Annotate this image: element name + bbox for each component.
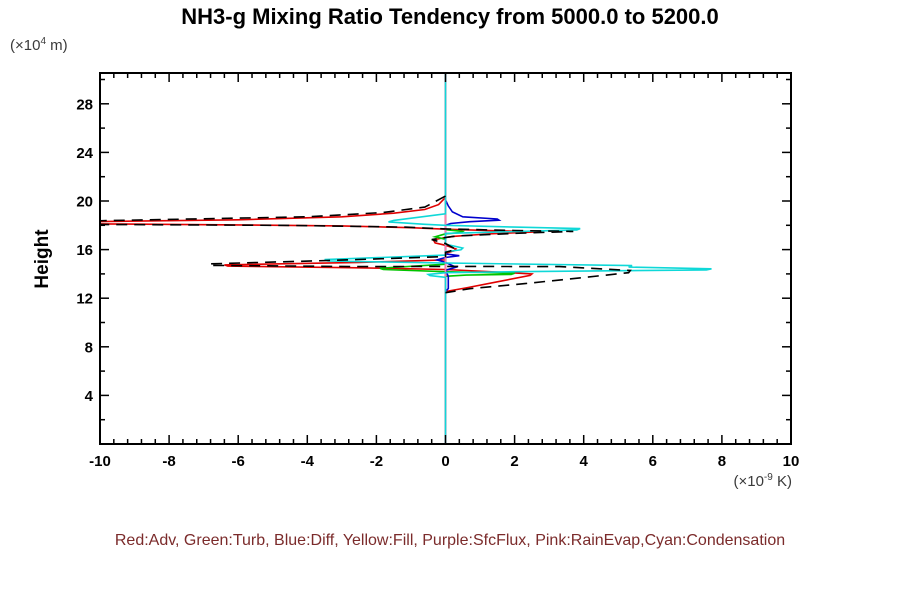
series-lines <box>100 73 712 444</box>
y-tick-labels: 4 8 12 16 20 24 28 <box>76 96 93 405</box>
x-axis-unit-label: (×10-9 K) <box>733 472 792 490</box>
y-axis-unit-label: (×104 m) <box>10 36 68 54</box>
x-tick-label: 0 <box>441 453 449 470</box>
x-tick-label: 10 <box>783 453 800 470</box>
series-Adv <box>100 73 543 444</box>
series-total-black-dashed-unlabeled <box>100 195 632 294</box>
x-tick-label: -2 <box>370 453 383 470</box>
series-color-legend: Red:Adv, Green:Turb, Blue:Diff, Yellow:F… <box>114 532 786 549</box>
x-tick-label: -4 <box>301 453 315 470</box>
y-tick-label: 20 <box>76 194 93 211</box>
x-tick-label: 4 <box>580 453 589 470</box>
y-tick-label: 16 <box>76 242 93 259</box>
axis-ticks <box>99 73 792 444</box>
x-tick-label: -6 <box>232 453 245 470</box>
x-tick-label: -8 <box>162 453 175 470</box>
y-tick-label: 4 <box>85 388 94 405</box>
chart-title: NH3-g Mixing Ratio Tendency from 5000.0 … <box>181 4 719 29</box>
x-tick-labels: -10 -8 -6 -4 -2 0 2 4 6 8 10 <box>89 453 799 470</box>
y-tick-label: 24 <box>76 145 93 162</box>
y-tick-label: 12 <box>76 291 93 308</box>
x-tick-label: -10 <box>89 453 111 470</box>
x-tick-label: 6 <box>649 453 657 470</box>
x-tick-label: 2 <box>510 453 518 470</box>
y-tick-label: 8 <box>85 339 93 356</box>
y-tick-label: 28 <box>76 96 93 113</box>
x-tick-label: 8 <box>718 453 726 470</box>
